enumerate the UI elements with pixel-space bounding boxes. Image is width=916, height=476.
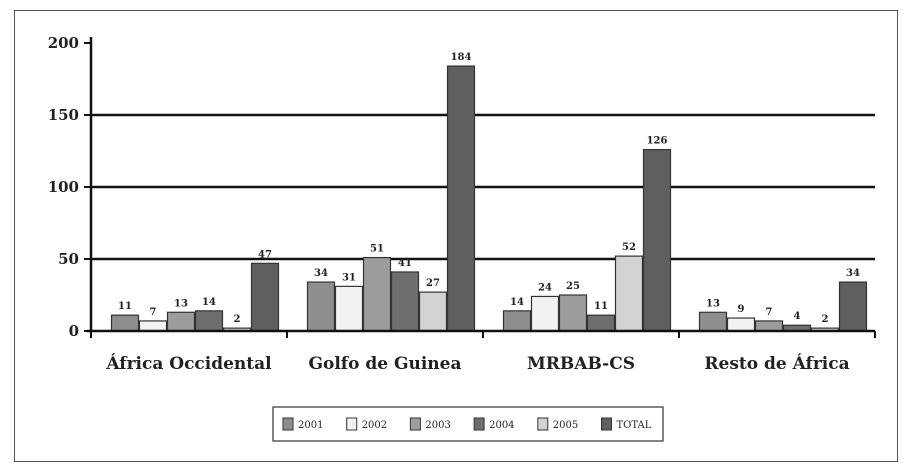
data-label-2005-2: 52 [622,242,636,253]
bar-total-2 [642,148,672,332]
bar-2002-1 [334,285,364,332]
bars [110,65,868,332]
legend-swatch-2001 [282,417,294,431]
legend-swatch-2002 [346,417,358,431]
bar-2001-2 [502,310,532,332]
x-tick-label-2: MRBAB-CS [527,354,635,374]
data-label-2005-3: 2 [822,314,829,325]
data-label-2001-3: 13 [706,298,720,309]
legend-swatch-2005 [537,417,549,431]
data-label-2001-1: 34 [314,268,328,279]
bar-2002-2 [530,295,560,332]
data-label-total-0: 47 [258,249,272,260]
data-label-2002-0: 7 [150,307,157,318]
data-label-2005-1: 27 [426,278,440,289]
x-tick-label-0: África Occidental [105,353,272,374]
data-label-2002-1: 31 [342,272,356,283]
bar-2002-0 [138,320,168,332]
data-label-2001-2: 14 [510,297,524,308]
chart-frame: 0 50 100 150 200 África Occidental Golfo de Gu… [14,10,898,462]
bar-total-3 [838,281,868,332]
bar-total-1 [446,65,476,332]
data-label-total-1: 184 [451,52,472,63]
y-tick-label-50: 50 [58,250,79,268]
data-label-2003-1: 51 [370,244,384,255]
data-label-total-2: 126 [647,136,668,147]
x-tick-label-1: Golfo de Guinea [308,354,461,374]
bar-2002-3 [726,317,756,332]
legend-swatch-2003 [409,417,421,431]
bar-2003-3 [754,320,784,332]
legend-box [272,406,664,442]
legend-label-2003: 2003 [425,420,450,431]
y-tick-label-150: 150 [48,106,79,124]
y-tick-label-200: 200 [48,34,79,52]
bar-2001-3 [698,311,728,332]
data-label-2003-2: 25 [566,281,580,292]
data-label-total-3: 34 [846,268,860,279]
bar-2003-1 [362,256,392,332]
gridlines [91,113,875,261]
data-label-2005-0: 2 [234,314,241,325]
legend-label-2001: 2001 [298,420,323,431]
data-label-2003-0: 13 [174,298,188,309]
data-label-2004-1: 41 [398,258,412,269]
legend-label-total: TOTAL [617,420,652,431]
x-tick-label-3: Resto de África [704,353,849,374]
y-tick-label-100: 100 [48,178,79,196]
bar-2003-0 [166,311,196,332]
bar-2004-0 [194,310,224,332]
bar-chart: 0 50 100 150 200 África Occidental Golfo de Gu… [48,34,876,442]
data-label-2004-0: 14 [202,297,216,308]
bar-2004-1 [390,271,420,332]
bar-2001-1 [306,281,336,332]
data-label-2004-3: 4 [794,311,801,322]
bar-2005-1 [418,291,448,332]
data-label-2001-0: 11 [118,301,132,312]
data-label-2003-3: 7 [766,307,773,318]
bar-total-0 [250,262,280,332]
bar-2005-2 [614,255,644,332]
legend: 2001 2002 2003 2004 2005 TOTAL [272,406,664,442]
data-label-2004-2: 11 [594,301,608,312]
legend-swatch-2004 [473,417,485,431]
legend-label-2005: 2005 [553,420,578,431]
bar-2004-2 [586,314,616,332]
bar-2001-0 [110,314,140,332]
data-label-2002-3: 9 [738,304,745,315]
legend-label-2002: 2002 [362,420,387,431]
legend-swatch-total [601,417,612,431]
legend-label-2004: 2004 [489,420,514,431]
axes: 0 50 100 150 200 África Occidental Golfo de Gu… [48,34,876,374]
data-label-2002-2: 24 [538,282,552,293]
y-tick-label-0: 0 [69,322,79,340]
bar-2003-2 [558,294,588,332]
